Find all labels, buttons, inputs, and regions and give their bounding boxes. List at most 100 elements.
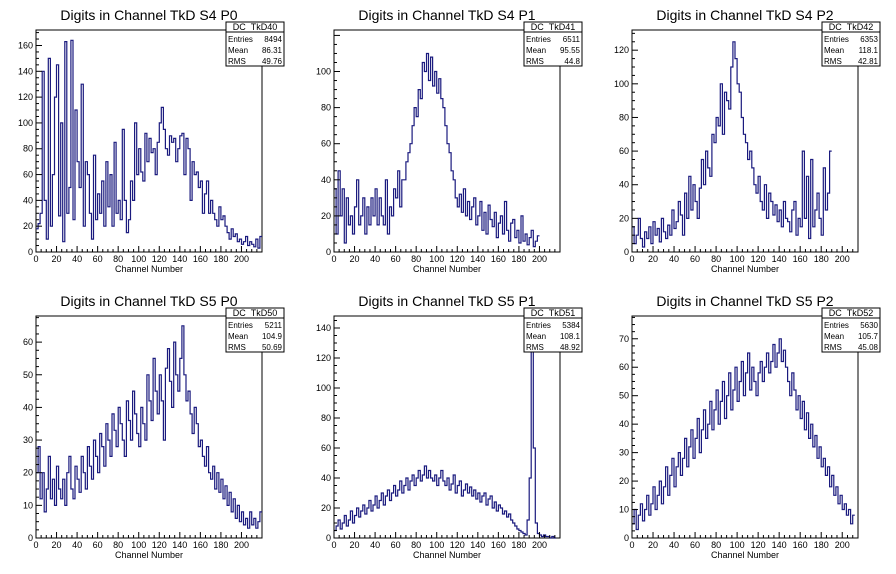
- histogram-series: [334, 327, 556, 539]
- x-tick-label: 60: [690, 540, 700, 550]
- x-tick-label: 200: [532, 254, 547, 264]
- stats-key: Entries: [526, 321, 551, 330]
- y-tick-label: 120: [18, 92, 33, 102]
- x-tick-label: 80: [411, 540, 421, 550]
- x-tick-label: 120: [450, 254, 465, 264]
- y-tick-label: 80: [23, 144, 33, 154]
- histogram-series: [334, 52, 540, 248]
- x-tick-label: 80: [113, 254, 123, 264]
- y-tick-label: 60: [23, 337, 33, 347]
- x-tick-label: 180: [213, 540, 228, 550]
- x-tick-label: 20: [648, 540, 658, 550]
- plot-frame: [631, 315, 859, 539]
- y-tick-label: 60: [321, 443, 331, 453]
- x-tick-label: 100: [730, 540, 745, 550]
- x-tick-label: 60: [93, 540, 103, 550]
- y-tick-label: 0: [326, 247, 331, 257]
- y-tick-label: 100: [316, 383, 331, 393]
- x-tick-label: 180: [213, 254, 228, 264]
- y-tick-label: 100: [316, 67, 331, 77]
- y-tick-label: 100: [18, 118, 33, 128]
- stats-key: Mean: [824, 332, 844, 341]
- stats-name: DC_TkD50: [233, 308, 278, 318]
- stats-key: Mean: [824, 46, 844, 55]
- x-tick-label: 140: [470, 254, 485, 264]
- x-tick-label: 0: [331, 254, 336, 264]
- x-tick-label: 60: [93, 254, 103, 264]
- x-tick-label: 20: [350, 254, 360, 264]
- x-tick-label: 160: [491, 540, 506, 550]
- stats-key: RMS: [824, 343, 842, 352]
- x-tick-label: 20: [52, 254, 62, 264]
- stats-name: DC_TkD42: [829, 22, 874, 32]
- x-tick-label: 0: [629, 540, 634, 550]
- y-tick-label: 40: [23, 195, 33, 205]
- stats-value: 108.1: [560, 332, 581, 341]
- y-tick-label: 80: [619, 112, 629, 122]
- stats-key: RMS: [228, 57, 246, 66]
- chart-title: Digits in Channel TkD S4 P2: [656, 7, 833, 23]
- stats-value: 5384: [562, 321, 580, 330]
- x-tick-label: 0: [629, 254, 634, 264]
- stats-key: RMS: [526, 57, 544, 66]
- stats-box: [821, 21, 881, 67]
- x-axis-label: Channel Number: [115, 550, 183, 560]
- histogram-panel: Digits in Channel TkD S5 P1 0 20 40 60 80 100 1…: [316, 293, 583, 560]
- x-tick-label: 200: [234, 254, 249, 264]
- y-tick-label: 40: [321, 473, 331, 483]
- stats-key: RMS: [824, 57, 842, 66]
- x-tick-label: 180: [814, 540, 829, 550]
- stats-value: 5630: [860, 321, 878, 330]
- y-tick-label: 60: [619, 362, 629, 372]
- y-tick-label: 100: [614, 79, 629, 89]
- x-tick-label: 160: [193, 540, 208, 550]
- x-tick-label: 160: [491, 254, 506, 264]
- x-tick-label: 60: [690, 254, 700, 264]
- x-tick-label: 100: [131, 254, 146, 264]
- stats-key: Entries: [824, 35, 849, 44]
- y-tick-label: 10: [23, 500, 33, 510]
- stats-key: Mean: [526, 46, 546, 55]
- stats-key: Entries: [824, 321, 849, 330]
- x-axis-label: Channel Number: [413, 550, 481, 560]
- stats-value: 8494: [264, 35, 282, 44]
- stats-name: DC_TkD51: [531, 308, 576, 318]
- stats-value: 48.92: [560, 343, 581, 352]
- y-tick-label: 20: [619, 476, 629, 486]
- x-tick-label: 80: [411, 254, 421, 264]
- x-tick-label: 140: [772, 254, 787, 264]
- stats-value: 86.31: [262, 46, 283, 55]
- y-tick-label: 10: [619, 505, 629, 515]
- x-axis-label: Channel Number: [413, 264, 481, 274]
- y-tick-label: 140: [18, 66, 33, 76]
- stats-key: Mean: [228, 46, 248, 55]
- x-tick-label: 160: [193, 254, 208, 264]
- x-tick-label: 20: [350, 540, 360, 550]
- x-tick-label: 120: [152, 254, 167, 264]
- x-tick-label: 200: [234, 540, 249, 550]
- stats-key: Entries: [228, 35, 253, 44]
- y-tick-label: 60: [23, 170, 33, 180]
- stats-value: 42.81: [858, 57, 879, 66]
- stats-value: 104.9: [262, 332, 283, 341]
- y-tick-label: 60: [619, 146, 629, 156]
- stats-value: 49.76: [262, 57, 283, 66]
- x-tick-label: 180: [511, 254, 526, 264]
- y-tick-label: 0: [28, 533, 33, 543]
- y-tick-label: 0: [624, 247, 629, 257]
- x-tick-label: 60: [391, 540, 401, 550]
- chart-title: Digits in Channel TkD S5 P1: [358, 293, 535, 309]
- x-tick-label: 140: [172, 540, 187, 550]
- x-tick-label: 200: [835, 254, 850, 264]
- x-tick-label: 160: [793, 540, 808, 550]
- stats-box: [821, 307, 881, 353]
- y-tick-label: 20: [23, 221, 33, 231]
- stats-box: [225, 307, 285, 353]
- x-tick-label: 60: [391, 254, 401, 264]
- x-tick-label: 120: [751, 254, 766, 264]
- x-tick-label: 0: [33, 254, 38, 264]
- y-tick-label: 80: [321, 103, 331, 113]
- x-tick-label: 40: [72, 254, 82, 264]
- y-tick-label: 140: [316, 323, 331, 333]
- stats-value: 6511: [563, 35, 581, 44]
